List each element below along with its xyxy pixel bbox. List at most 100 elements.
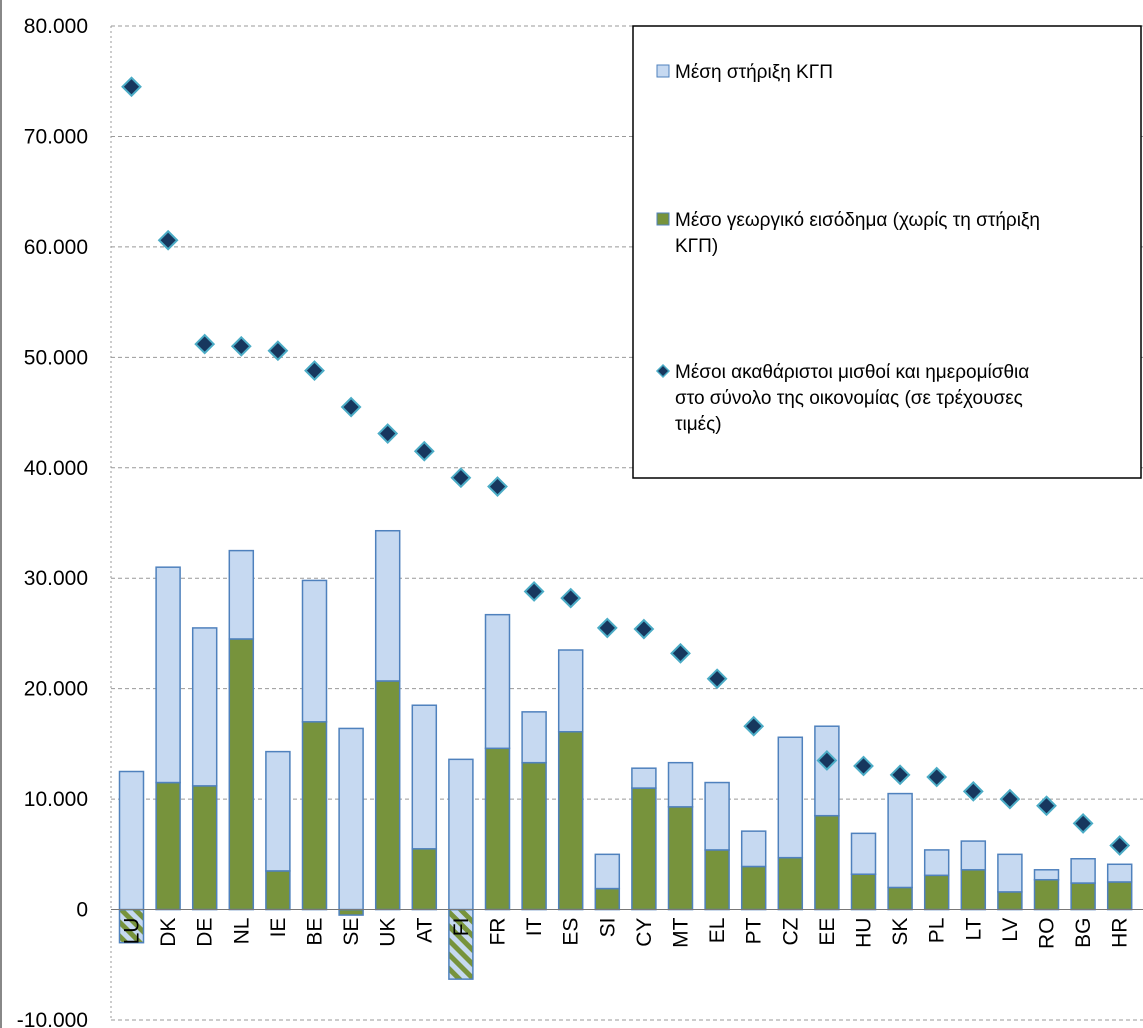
bar-income-hu	[850, 873, 877, 911]
category-label-dk: DK	[157, 918, 180, 947]
marker-wages-be	[304, 360, 325, 382]
category-label-nl: NL	[230, 918, 253, 945]
legend-swatch-1	[656, 212, 670, 226]
marker-wages-ie	[267, 340, 289, 362]
category-label-at: AT	[413, 917, 436, 942]
bar-support-fi	[448, 758, 474, 911]
bar-support-pl	[923, 849, 950, 877]
marker-wages-pt	[743, 715, 765, 737]
category-label-sk: SK	[889, 918, 912, 946]
bar-support-se	[338, 727, 364, 911]
legend-label-1: ΚΓΠ)	[675, 236, 718, 257]
marker-wages-cy	[633, 618, 655, 640]
bar-income-lu	[118, 908, 145, 944]
marker-wages-uk	[377, 423, 399, 444]
bar-support-pt	[740, 830, 767, 868]
bar-support-uk	[374, 529, 401, 682]
category-label-ee: EE	[816, 918, 839, 946]
bar-income-at	[411, 848, 438, 911]
category-label-lu: LU	[121, 918, 144, 945]
bar-support-lu	[118, 770, 145, 911]
bar-income-be	[301, 721, 328, 911]
bar-support-si	[594, 853, 621, 890]
category-label-el: EL	[706, 918, 729, 944]
marker-wages-el	[706, 668, 728, 690]
bar-income-uk	[374, 680, 401, 911]
category-label-be: BE	[304, 918, 327, 946]
category-label-lt: LT	[962, 917, 985, 940]
y-tick-label: 20.000	[24, 678, 88, 701]
marker-wages-lu	[121, 76, 142, 98]
bar-income-lv	[997, 891, 1023, 911]
marker-wages-bg	[1072, 812, 1094, 834]
marker-wages-dk	[157, 229, 179, 251]
bar-support-it	[521, 711, 547, 764]
category-label-fr: FR	[487, 918, 510, 946]
marker-wages-ro	[1036, 795, 1057, 817]
category-label-si: SI	[596, 918, 619, 938]
category-label-ie: IE	[267, 918, 290, 938]
legend-label-2: τιμές)	[675, 414, 722, 435]
y-tick-label: 40.000	[24, 457, 88, 480]
category-label-cz: CZ	[779, 917, 802, 945]
wage-markers	[121, 76, 1131, 856]
y-tick-label: 0	[76, 899, 88, 922]
bar-support-nl	[228, 549, 255, 640]
bar-income-si	[594, 887, 621, 911]
bar-income-nl	[228, 638, 255, 911]
bar-income-bg	[1070, 882, 1096, 911]
marker-wages-pl	[926, 766, 948, 788]
marker-wages-de	[194, 333, 216, 355]
category-label-es: ES	[560, 918, 583, 946]
bar-support-hr	[1106, 863, 1133, 883]
marker-wages-hr	[1109, 835, 1131, 856]
legend-box	[632, 25, 1142, 479]
category-label-se: SE	[340, 918, 363, 946]
bar-support-be	[301, 579, 328, 723]
bar-support-mt	[667, 761, 694, 808]
bar-support-cz	[777, 736, 804, 859]
bar-support-lt	[960, 840, 987, 871]
bar-support-ro	[1033, 869, 1060, 881]
bar-income-pt	[740, 865, 767, 911]
bar-support-es	[557, 649, 584, 733]
marker-wages-lv	[999, 788, 1021, 810]
legend-swatch-0	[656, 64, 670, 78]
bar-income-se	[338, 908, 364, 916]
legend-label-2: Μέσοι ακαθάριστοι μισθοί και ημερομίσθια	[675, 362, 1029, 383]
y-tick-label: -10.000	[17, 1009, 88, 1028]
marker-wages-ee	[816, 750, 838, 771]
y-tick-labels: -10.000 0 10.000 20.000 30.000 40.000 50.000 60…	[17, 15, 88, 1028]
marker-wages-lt	[962, 780, 984, 802]
bar-support-sk	[887, 792, 913, 889]
category-label-lv: LV	[999, 918, 1022, 942]
legend-label-1: Μέσο γεωργικό εισόδημα (χωρίς τη στήριξη	[675, 210, 1040, 231]
bar-support-cy	[631, 767, 657, 789]
bar-income-cy	[631, 787, 657, 911]
bar-income-el	[704, 849, 730, 911]
marker-wages-mt	[670, 642, 691, 664]
bar-income-es	[557, 730, 584, 911]
bar-income-fr	[484, 747, 511, 911]
legend-label-0: Μέση στήριξη ΚΓΠ	[675, 62, 833, 83]
y-tick-label: 30.000	[24, 567, 88, 590]
category-label-fi: FI	[450, 918, 473, 937]
legend-swatch-2	[655, 363, 671, 379]
bar-income-mt	[667, 806, 694, 911]
bar-income-pl	[923, 874, 950, 911]
category-label-hu: HU	[853, 918, 876, 948]
bar-income-ie	[265, 870, 291, 911]
bar-income-it	[521, 761, 547, 911]
bar-support-ie	[265, 750, 291, 872]
marker-wages-at	[413, 440, 435, 462]
y-tick-label: 50.000	[24, 346, 88, 369]
category-label-cy: CY	[633, 918, 656, 947]
category-label-ro: RO	[1036, 918, 1059, 950]
marker-wages-nl	[230, 335, 252, 357]
y-tick-label: 70.000	[24, 125, 88, 148]
bar-income-ee	[814, 814, 840, 911]
category-label-pt: PT	[743, 917, 766, 944]
bar-income-hr	[1106, 881, 1133, 911]
